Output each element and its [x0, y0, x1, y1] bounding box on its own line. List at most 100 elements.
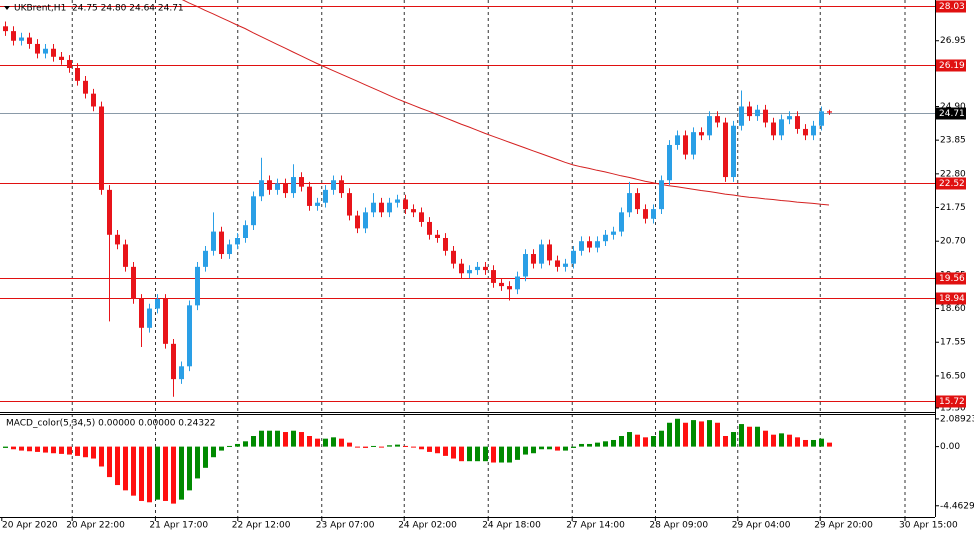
macd-bar [795, 437, 800, 447]
level-label: 26.19 [939, 61, 965, 71]
candle-body [523, 254, 528, 277]
price-tick-label: 23.85 [940, 136, 966, 146]
price-tick-label: 26.95 [940, 36, 966, 46]
macd-bar [547, 446, 552, 450]
candle-body [587, 241, 592, 248]
macd-bar [419, 446, 424, 450]
macd-bar [331, 437, 336, 447]
macd-bar [139, 446, 144, 501]
candle-body [99, 106, 104, 190]
macd-bar [403, 445, 408, 447]
macd-bar [499, 446, 504, 463]
macd-bar [123, 446, 128, 491]
price-tick-label: 24.90 [940, 102, 966, 112]
candle-body [347, 193, 352, 216]
candle-body [547, 244, 552, 261]
macd-bar [35, 446, 40, 452]
macd-bar [323, 438, 328, 447]
macd-bar [435, 446, 440, 454]
candle-body [291, 177, 296, 194]
macd-bar [235, 443, 240, 447]
candle-body [651, 209, 656, 219]
macd-bar [523, 446, 528, 455]
macd-bar [683, 422, 688, 447]
grid [71, 0, 906, 517]
candle-body [731, 125, 736, 178]
macd-bar [363, 446, 368, 448]
candle-body [595, 241, 600, 248]
level-tag [936, 292, 966, 305]
candle-body [179, 366, 184, 380]
macd-bar [451, 446, 456, 459]
candle-body [459, 263, 464, 274]
time-label: 23 Apr 07:00 [316, 521, 375, 531]
macd-bar [467, 446, 472, 462]
level-tag [936, 395, 966, 408]
macd-bar [91, 446, 96, 459]
candle-body [187, 305, 192, 367]
macd-bar [387, 445, 392, 447]
macd-tick-label: 0.00 [940, 442, 960, 452]
time-label: 21 Apr 17:00 [149, 521, 208, 531]
macd-bar [227, 445, 232, 447]
level-label: 15.72 [939, 397, 965, 407]
candle-body [259, 180, 264, 197]
candle-body [787, 116, 792, 120]
time-label: 24 Apr 02:00 [398, 521, 457, 531]
price-tick-label: 20.70 [940, 237, 966, 247]
macd-bar [587, 443, 592, 447]
candle-body [419, 212, 424, 222]
candle-body [267, 180, 272, 190]
candle-body [643, 209, 648, 219]
candle-body [779, 119, 784, 136]
macd-bar [211, 446, 216, 458]
macd-bar [755, 426, 760, 447]
macd-bar [475, 446, 480, 462]
candle-body [299, 177, 304, 187]
macd-bar [51, 446, 56, 454]
macd-bar [27, 446, 32, 452]
macd-bar [147, 446, 152, 503]
macd-bar [563, 446, 568, 451]
macd-bar [155, 446, 160, 500]
price-tick-label: 18.60 [940, 304, 966, 314]
macd-bar [787, 434, 792, 447]
macd-bar [803, 439, 808, 447]
current-price-tag [936, 107, 966, 120]
candle-body [763, 109, 768, 123]
candle-body [307, 186, 312, 206]
macd-bar [411, 446, 416, 448]
candle-body [611, 231, 616, 235]
candle-body [451, 250, 456, 264]
macd-bar [595, 442, 600, 447]
macd-bar [827, 442, 832, 447]
macd-bar [347, 442, 352, 447]
time-label: 29 Apr 04:00 [732, 521, 791, 531]
price-tick-label: 21.75 [940, 203, 966, 213]
macd-tick-label: 2.08923 [940, 414, 974, 424]
macd-bar [619, 436, 624, 447]
macd-bar [427, 446, 432, 452]
macd-bar [739, 424, 744, 447]
macd-bar [99, 446, 104, 467]
level-tag [936, 272, 966, 285]
macd-bar [379, 446, 384, 448]
macd-bar [555, 446, 560, 451]
macd-bar [699, 421, 704, 447]
candle-body [699, 132, 704, 136]
candle-body [115, 234, 120, 245]
macd-bar [443, 446, 448, 456]
candle-body [27, 37, 32, 44]
level-tag [936, 177, 966, 190]
candle-body [563, 263, 568, 267]
macd-bar [107, 446, 112, 478]
candle-body [243, 225, 248, 238]
price-tick-label: 15.50 [940, 403, 966, 413]
candle-body [379, 202, 384, 213]
macd-bar [571, 446, 576, 448]
candle-body [427, 221, 432, 235]
candle-body [539, 244, 544, 264]
candle-body [395, 199, 400, 203]
current-price-label: 24.71 [939, 109, 965, 119]
candle-body [579, 241, 584, 251]
